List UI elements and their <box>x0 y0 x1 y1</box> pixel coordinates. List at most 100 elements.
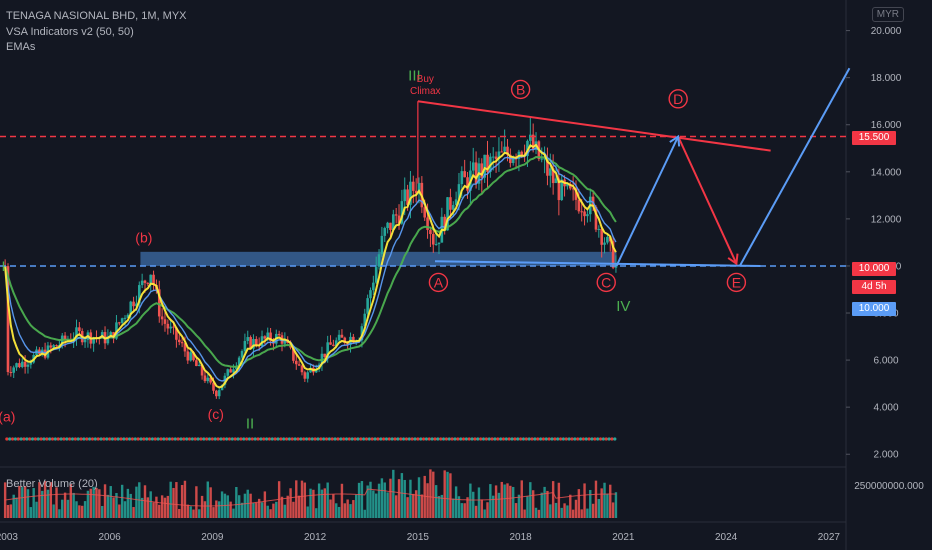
candle-body <box>577 199 581 212</box>
candle-body <box>146 282 150 284</box>
volume-bar <box>606 493 609 518</box>
volume-bar <box>123 501 127 518</box>
vsa-dot <box>581 437 586 441</box>
volume-bar <box>269 509 272 518</box>
volume-bar <box>526 496 529 518</box>
ema-line[interactable]: EMAs <box>6 41 36 53</box>
volume-bar <box>289 488 292 518</box>
volume-bar <box>506 483 509 518</box>
volume-bar <box>412 493 415 518</box>
volume-bar <box>12 494 15 518</box>
volume-bar <box>520 480 523 518</box>
vsa-dot <box>187 437 192 441</box>
volume-bar <box>218 501 221 518</box>
candle-body <box>531 134 535 150</box>
wave-line <box>738 67 851 267</box>
vsa-dot <box>353 437 357 441</box>
candle-body <box>429 229 432 235</box>
candle-body <box>511 158 515 164</box>
volume-bar <box>483 509 486 518</box>
volume-bar <box>169 481 172 518</box>
volume-bar <box>386 492 389 518</box>
candle-body <box>454 199 458 206</box>
vsa-dot <box>219 437 223 441</box>
vsa-dot <box>467 437 471 441</box>
candle-body <box>63 335 67 341</box>
candle-body <box>557 178 561 201</box>
vsa-dot <box>367 437 371 441</box>
currency-badge[interactable]: MYR <box>871 7 904 22</box>
vsa-dot <box>36 437 40 441</box>
vsa-dot <box>108 437 112 441</box>
volume-bar <box>209 487 212 518</box>
vsa-dot <box>596 437 600 441</box>
candle-body <box>169 326 172 329</box>
volume-bar <box>372 490 375 518</box>
volume-bar <box>315 508 318 518</box>
volume-bar <box>551 481 555 518</box>
candle-body <box>160 316 164 320</box>
candle-body <box>414 190 418 194</box>
vsa-dot <box>496 437 500 441</box>
candle-body <box>394 214 398 216</box>
volume-bar <box>58 509 61 518</box>
volume-bar <box>349 504 352 518</box>
vsa-dot <box>182 437 186 441</box>
vsa-dot <box>536 437 540 441</box>
candle-body <box>140 280 144 286</box>
volume-bar <box>363 509 366 518</box>
volume-bar <box>249 493 252 518</box>
volume-bar <box>266 505 269 518</box>
volume-bar <box>89 488 92 518</box>
candle-body <box>334 340 338 346</box>
vsa-dot <box>279 437 283 441</box>
candle-body <box>20 361 24 368</box>
volume-bar <box>46 489 50 518</box>
vsa-dot <box>253 437 257 441</box>
vsa-dot <box>322 437 326 441</box>
candle-body <box>460 171 464 185</box>
volume-bar <box>115 493 118 518</box>
volume-bar <box>557 482 561 518</box>
candle-body <box>75 327 78 339</box>
vsa-dot <box>424 437 429 441</box>
wave-label-iv: IV <box>616 298 630 315</box>
vsa-dot <box>530 437 534 441</box>
volume-bar <box>352 500 355 518</box>
vsa-dot <box>53 437 57 441</box>
candle-body <box>554 178 558 184</box>
vsa-dot <box>205 437 209 441</box>
vsa-dot <box>139 437 143 441</box>
vsa-dot <box>19 437 23 441</box>
candle-body <box>297 364 301 366</box>
candle-body <box>252 338 255 349</box>
vsa-dot <box>453 437 457 441</box>
vsa-dot <box>439 437 443 441</box>
vsa-dot <box>601 437 605 441</box>
indicator-line[interactable]: VSA Indicators v2 (50, 50) <box>6 25 134 38</box>
vsa-dot <box>561 437 566 441</box>
volume-bar <box>392 469 395 518</box>
volume-bar <box>509 485 512 518</box>
symbol-line[interactable]: TENAGA NASIONAL BHD, 1M, MYX <box>6 10 187 22</box>
vsa-dot <box>419 437 423 441</box>
vsa-dot <box>70 437 75 441</box>
volume-bar <box>146 497 150 518</box>
x-tick-label: 2003 <box>0 532 18 543</box>
candle-body <box>212 382 215 391</box>
volume-bar <box>466 497 469 518</box>
vsa-dot <box>607 437 611 441</box>
volume-bar <box>192 509 195 518</box>
vsa-dot <box>282 437 286 441</box>
candle-body <box>463 171 466 178</box>
candle-body <box>437 242 441 245</box>
volume-bar <box>198 509 201 518</box>
volume-bar <box>452 498 455 518</box>
volume-bar <box>583 483 586 518</box>
vsa-dot <box>65 437 69 441</box>
volume-pane-title[interactable]: Better Volume (20) <box>6 478 98 490</box>
candle-body <box>497 151 501 160</box>
volume-bar <box>511 486 515 518</box>
candle-body <box>266 332 270 339</box>
